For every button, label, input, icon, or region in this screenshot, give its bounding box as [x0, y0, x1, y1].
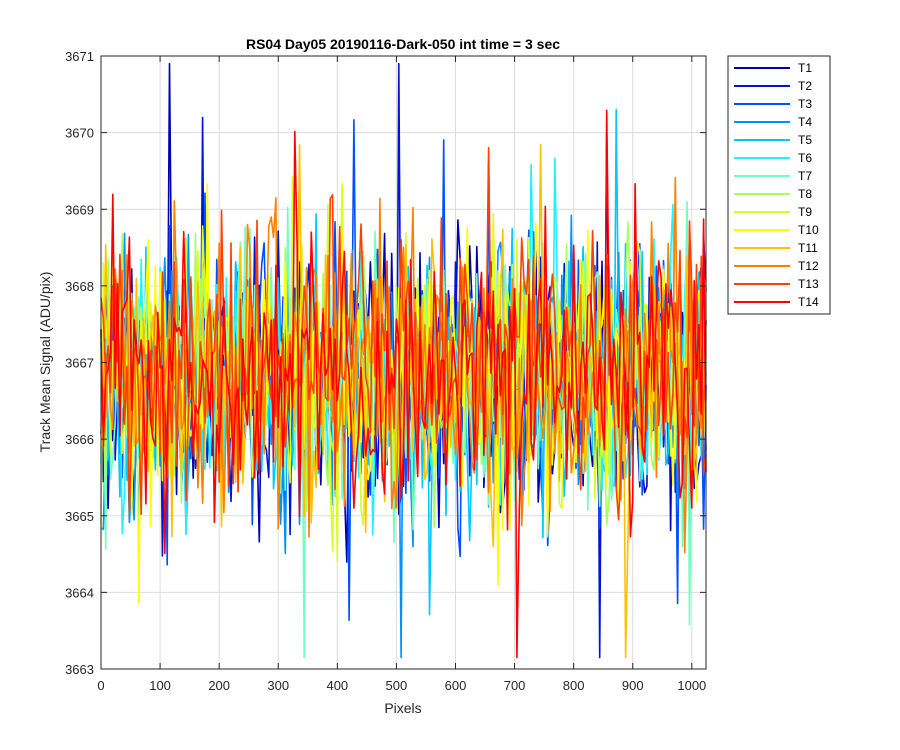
- y-tick-label: 3665: [65, 509, 94, 524]
- legend-label-t3: T3: [798, 97, 812, 111]
- chart-title: RS04 Day05 20190116-Dark-050 int time = …: [246, 36, 560, 52]
- legend-label-t13: T13: [798, 277, 819, 291]
- x-axis-label: Pixels: [384, 700, 421, 716]
- legend-label-t7: T7: [798, 169, 812, 183]
- x-tick-label: 1000: [677, 678, 706, 693]
- legend-box: [727, 55, 831, 315]
- legend-label-t6: T6: [798, 151, 812, 165]
- axis-ticks: 0 100 200 300 400 500 600 700 800 900 1000 3663 3664…: [65, 49, 706, 693]
- x-tick-label: 900: [622, 678, 644, 693]
- x-tick-label: 400: [326, 678, 348, 693]
- y-tick-label: 3667: [65, 356, 94, 371]
- legend-label-t2: T2: [798, 79, 812, 93]
- x-tick-label: 100: [149, 678, 171, 693]
- y-axis-label: Track Mean Signal (ADU/pix): [37, 272, 53, 453]
- x-tick-label: 800: [563, 678, 585, 693]
- y-tick-label: 3668: [65, 279, 94, 294]
- x-tick-label: 0: [97, 678, 104, 693]
- legend-label-t5: T5: [798, 133, 812, 147]
- y-tick-label: 3666: [65, 432, 94, 447]
- legend-label-t11: T11: [798, 241, 818, 255]
- series-line-t14: [100, 109, 707, 659]
- y-tick-label: 3669: [65, 202, 94, 217]
- legend-label-t1: T1: [798, 61, 812, 75]
- y-tick-label: 3671: [65, 49, 94, 64]
- x-tick-label: 700: [504, 678, 526, 693]
- x-tick-label: 200: [208, 678, 230, 693]
- x-tick-label: 600: [445, 678, 467, 693]
- y-tick-label: 3670: [65, 126, 94, 141]
- legend-label-t14: T14: [798, 295, 819, 309]
- legend-label-t8: T8: [798, 187, 812, 201]
- legend-label-t10: T10: [798, 223, 819, 237]
- legend-label-t12: T12: [798, 259, 819, 273]
- series-lines: [100, 62, 707, 659]
- y-tick-label: 3663: [65, 662, 94, 677]
- x-tick-label: 500: [386, 678, 408, 693]
- legend: T1 T2 T3 T4 T5 T6 T7 T8 T9 T10 T11 T12 T13 T14: [727, 55, 831, 315]
- legend-label-t4: T4: [798, 115, 812, 129]
- x-tick-label: 300: [267, 678, 289, 693]
- legend-label-t9: T9: [798, 205, 812, 219]
- y-tick-label: 3664: [65, 585, 94, 600]
